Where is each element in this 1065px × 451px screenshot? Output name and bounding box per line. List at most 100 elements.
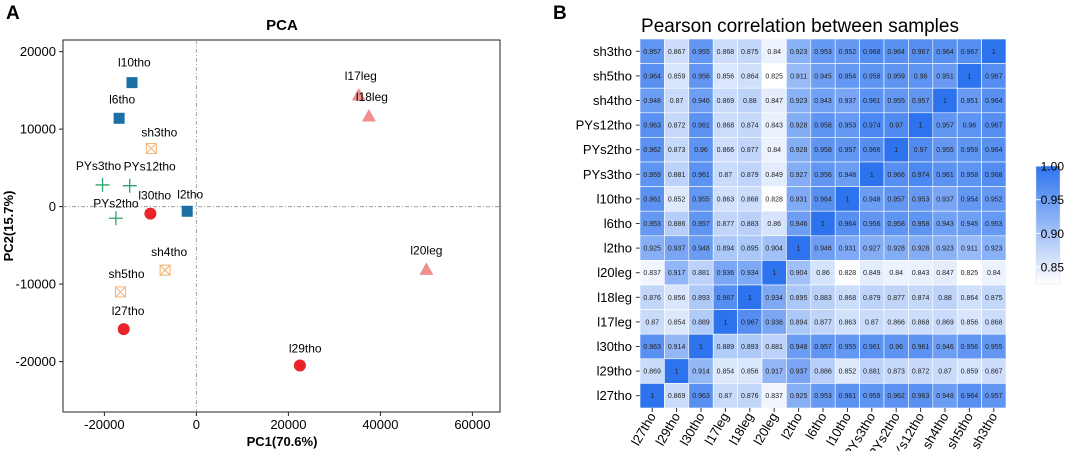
pca-point-label: l2tho bbox=[177, 187, 203, 201]
heatmap-cell-value: 1 bbox=[943, 98, 947, 105]
heatmap-cell-value: 0.868 bbox=[717, 123, 735, 130]
pca-point-label: sh3tho bbox=[141, 126, 177, 140]
heatmap-cell-value: 0.964 bbox=[814, 196, 832, 203]
heatmap-cell bbox=[761, 112, 787, 138]
heatmap-cell-value: 0.957 bbox=[936, 123, 954, 130]
heatmap-cell bbox=[932, 260, 958, 286]
heatmap-cell-value: 0.914 bbox=[668, 344, 686, 351]
heatmap-cell-value: 0.917 bbox=[668, 270, 686, 277]
heatmap-cell-value: 0.945 bbox=[961, 221, 979, 228]
heatmap-cell bbox=[810, 38, 836, 64]
heatmap-cell-value: 0.959 bbox=[961, 147, 979, 154]
colorbar-tick-label: 1.00 bbox=[1041, 160, 1065, 174]
heatmap-cell-value: 0.951 bbox=[961, 98, 979, 105]
heatmap-cell bbox=[859, 235, 885, 261]
heatmap-cell-value: 0.934 bbox=[741, 270, 759, 277]
heatmap-cell bbox=[859, 383, 885, 409]
heatmap-cell-value: 1 bbox=[821, 221, 825, 228]
heatmap-cell-value: 0.843 bbox=[765, 123, 783, 130]
pca-point-l20leg bbox=[419, 262, 434, 275]
heatmap-cell-value: 0.895 bbox=[790, 295, 808, 302]
heatmap-cell-value: 1 bbox=[894, 147, 898, 154]
heatmap-cell-value: 0.959 bbox=[887, 73, 905, 80]
heatmap-cell-value: 0.849 bbox=[863, 270, 881, 277]
pca-point-l29tho bbox=[293, 359, 306, 372]
heatmap-col-label: l30tho bbox=[677, 410, 708, 448]
heatmap-cell bbox=[834, 186, 860, 212]
heatmap-cell-value: 0.937 bbox=[790, 369, 808, 376]
heatmap-row-label: l10tho bbox=[597, 191, 632, 206]
heatmap-cell bbox=[639, 260, 665, 286]
heatmap-cell bbox=[932, 210, 958, 237]
heatmap-cell-value: 0.837 bbox=[765, 393, 783, 400]
heatmap-cell-value: 0.866 bbox=[887, 319, 905, 326]
heatmap-cell-value: 0.937 bbox=[839, 98, 857, 105]
heatmap-cell-value: 0.876 bbox=[741, 393, 759, 400]
heatmap-cell bbox=[834, 358, 860, 384]
heatmap-cell-value: 0.966 bbox=[863, 147, 881, 154]
heatmap-cell-value: 0.889 bbox=[717, 344, 735, 351]
heatmap-cell bbox=[810, 186, 836, 212]
heatmap-cell bbox=[908, 87, 934, 114]
heatmap-cell-value: 0.873 bbox=[887, 369, 905, 376]
heatmap-cell-value: 0.967 bbox=[741, 319, 759, 326]
heatmap-cell-value: 0.877 bbox=[741, 147, 759, 154]
heatmap-cell-value: 0.859 bbox=[668, 73, 686, 80]
heatmap-cell-value: 0.964 bbox=[936, 49, 954, 56]
heatmap-cell bbox=[859, 210, 885, 237]
heatmap-cell-value: 0.87 bbox=[865, 319, 879, 326]
heatmap-cell-value: 0.883 bbox=[814, 295, 832, 302]
pca-point-label: PYs12tho bbox=[124, 160, 176, 174]
heatmap-cell bbox=[859, 309, 885, 335]
pca-point-label: l30tho bbox=[138, 189, 171, 203]
heatmap-cell-value: 0.948 bbox=[936, 393, 954, 400]
heatmap-cell-value: 0.957 bbox=[839, 147, 857, 154]
heatmap-cell-value: 0.88 bbox=[743, 98, 757, 105]
heatmap-cell-value: 0.954 bbox=[961, 196, 979, 203]
heatmap-cell-value: 0.943 bbox=[814, 98, 832, 105]
heatmap-cell bbox=[859, 260, 885, 286]
heatmap-cell bbox=[639, 186, 665, 212]
heatmap-col-label: l20leg bbox=[750, 410, 780, 448]
heatmap-cell bbox=[810, 260, 836, 286]
heatmap-cell-value: 1 bbox=[675, 369, 679, 376]
pca-point-pys12tho bbox=[122, 178, 137, 193]
heatmap-cell-value: 0.828 bbox=[765, 196, 783, 203]
heatmap-cell-value: 0.931 bbox=[839, 246, 857, 253]
heatmap-cell-value: 0.843 bbox=[912, 270, 930, 277]
heatmap-cell bbox=[908, 309, 934, 335]
heatmap-cell-value: 0.963 bbox=[643, 344, 661, 351]
heatmap-cell-value: 0.936 bbox=[765, 319, 783, 326]
heatmap-cell bbox=[688, 161, 714, 187]
heatmap-cell bbox=[761, 260, 787, 286]
heatmap-cell-value: 0.828 bbox=[839, 270, 857, 277]
heatmap-row-label: l17leg bbox=[597, 314, 632, 329]
heatmap-cell-value: 0.863 bbox=[839, 319, 857, 326]
heatmap-cell-value: 0.961 bbox=[692, 123, 710, 130]
heatmap-cell-value: 0.869 bbox=[936, 319, 954, 326]
pca-point-l17leg bbox=[351, 88, 366, 101]
heatmap-cell bbox=[956, 358, 982, 384]
heatmap-cell-value: 0.953 bbox=[814, 393, 832, 400]
heatmap-cell bbox=[737, 38, 763, 64]
heatmap-row-label: sh3tho bbox=[593, 44, 632, 59]
heatmap-cell-value: 0.869 bbox=[717, 98, 735, 105]
pca-point-sh4tho bbox=[159, 264, 171, 276]
pca-point-label: l27tho bbox=[112, 304, 145, 318]
heatmap-cell-value: 0.868 bbox=[912, 319, 930, 326]
heatmap-cell bbox=[883, 383, 909, 409]
heatmap-cell-value: 1 bbox=[919, 123, 923, 130]
heatmap-row-label: l29tho bbox=[597, 364, 632, 379]
heatmap-cell bbox=[639, 137, 665, 163]
heatmap-cell-value: 0.957 bbox=[985, 393, 1003, 400]
heatmap-cell bbox=[639, 333, 665, 360]
heatmap-cell-value: 0.963 bbox=[912, 393, 930, 400]
heatmap-cell-value: 0.953 bbox=[912, 196, 930, 203]
heatmap-cell-value: 0.852 bbox=[839, 369, 857, 376]
heatmap-cell bbox=[761, 210, 787, 237]
pca-point-label: sh5tho bbox=[109, 267, 145, 281]
heatmap-cell-value: 0.872 bbox=[912, 369, 930, 376]
heatmap-cell-value: 0.955 bbox=[985, 344, 1003, 351]
heatmap-cell bbox=[761, 63, 787, 89]
heatmap-cell bbox=[956, 309, 982, 335]
